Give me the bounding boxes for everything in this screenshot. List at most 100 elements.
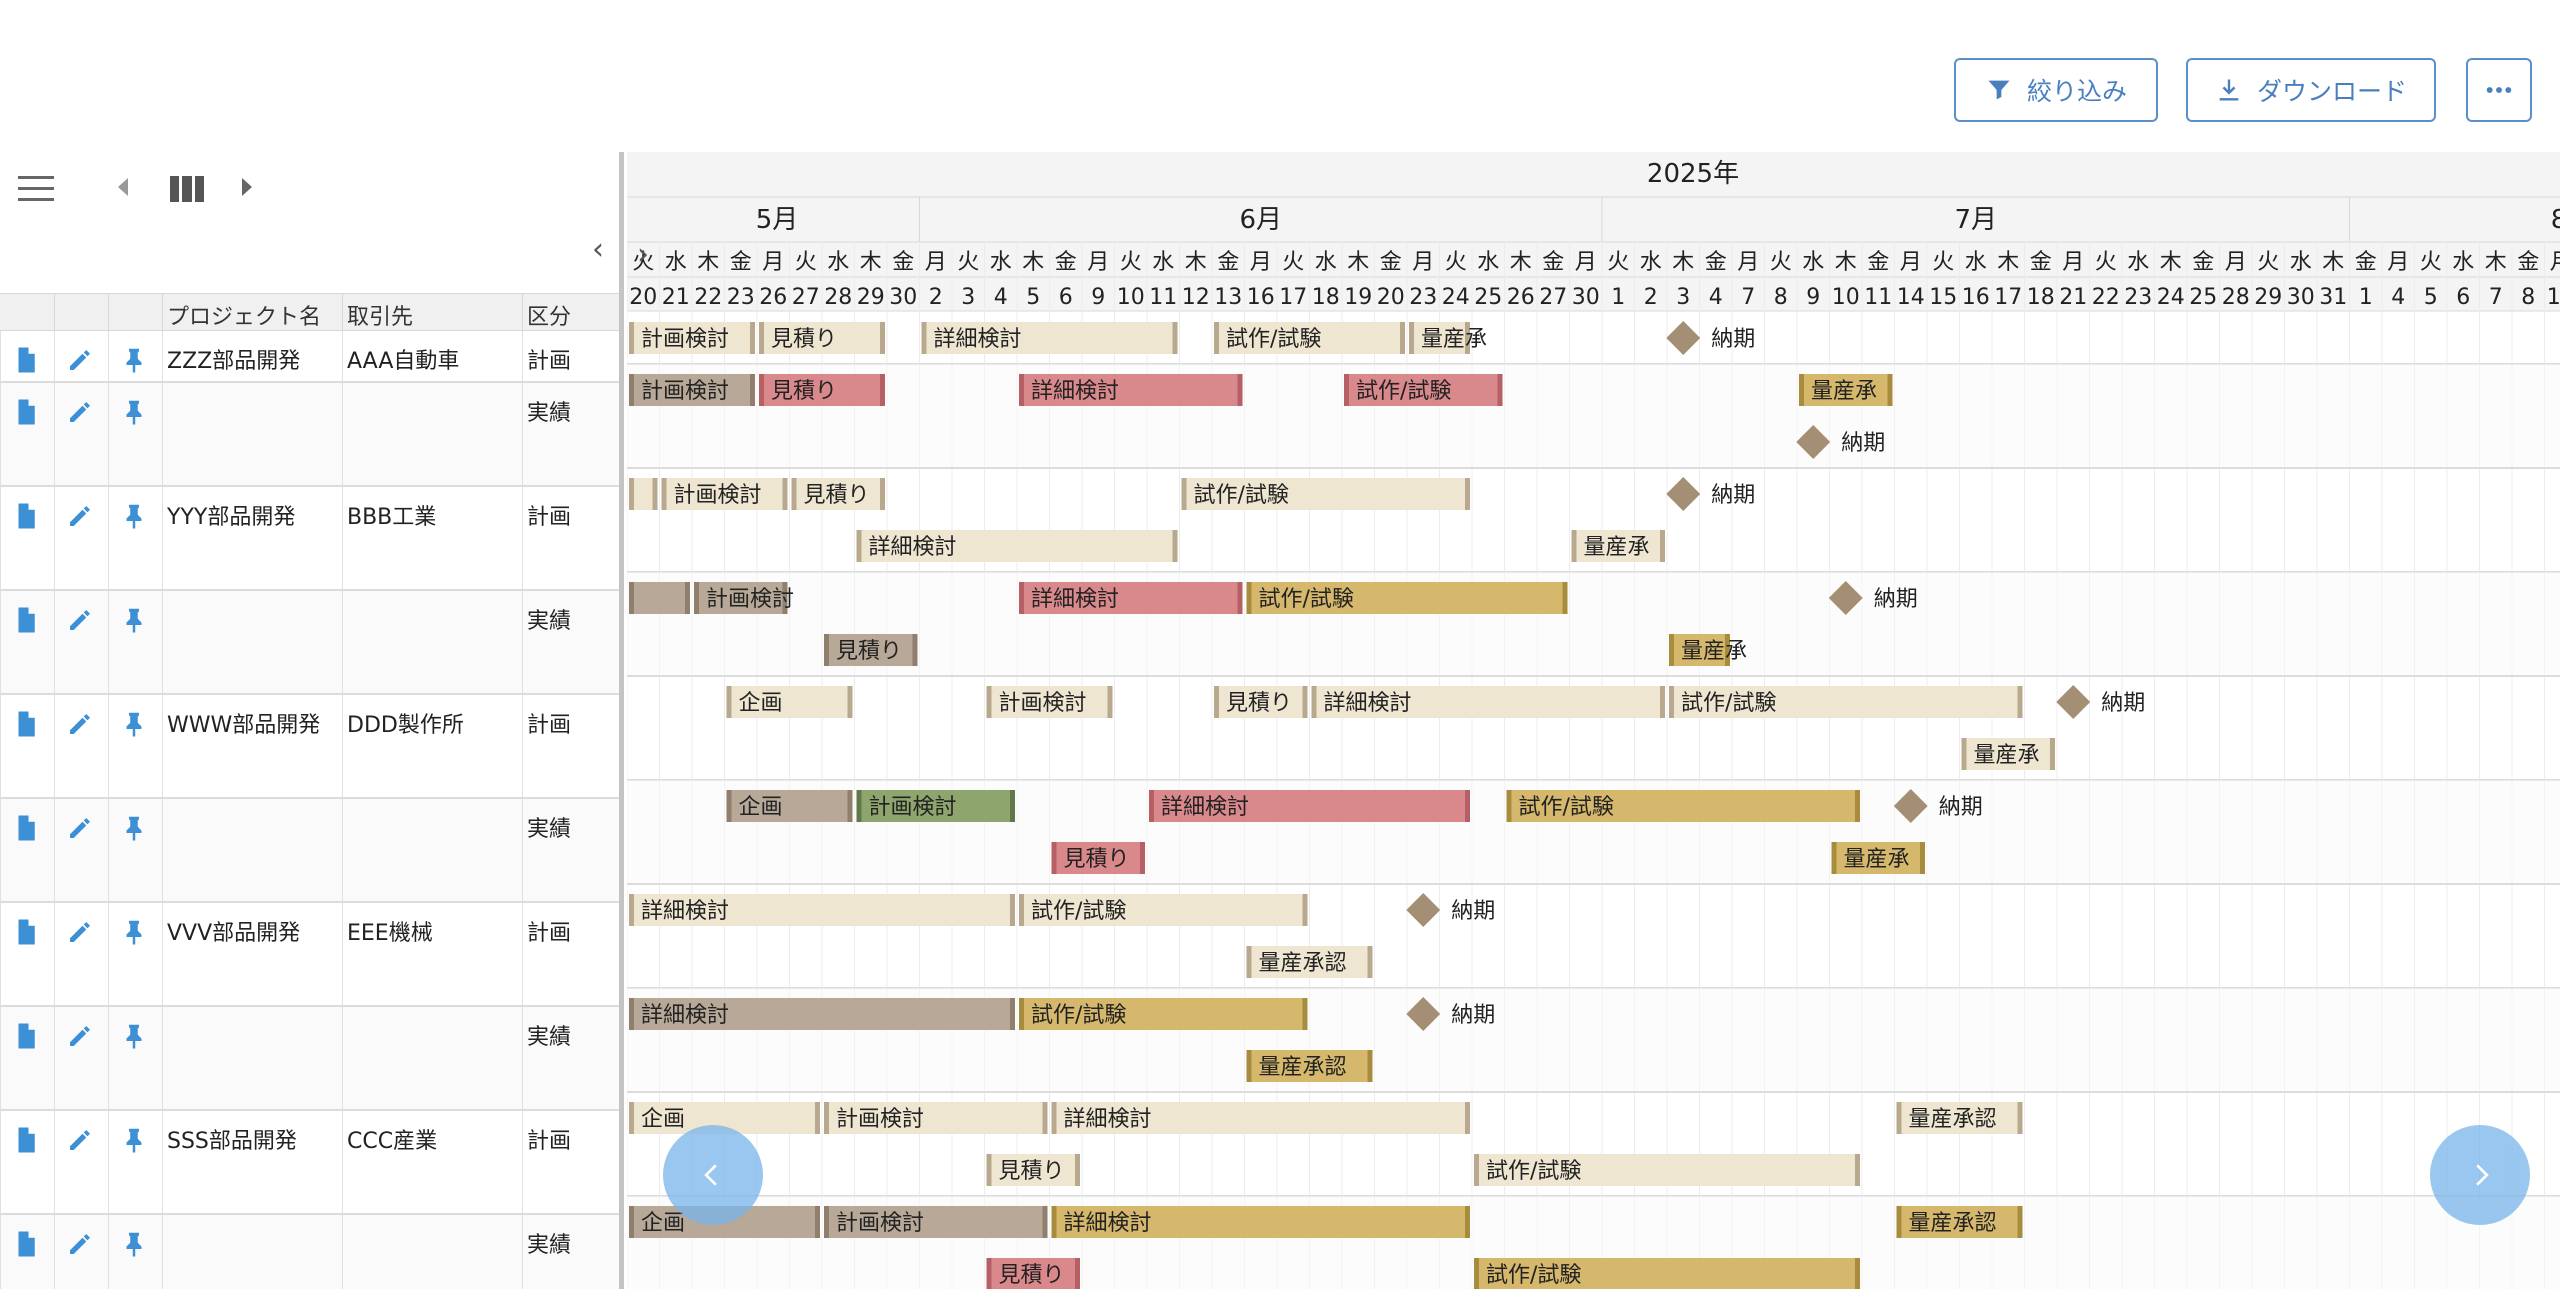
milestone[interactable]: 納期 [1893,789,1983,823]
filter-button[interactable]: 絞り込み [1954,58,2158,122]
gantt-bar[interactable]: 試作/試験 [1669,686,2023,718]
gantt-bar[interactable]: 見積り [759,322,885,354]
scroll-right-button[interactable] [2430,1125,2530,1225]
gantt-bar[interactable]: 量産承 [1799,374,1893,406]
gantt-bar[interactable]: 量産承認 [1246,946,1373,978]
columns-icon[interactable] [170,176,204,202]
gantt-bar[interactable]: 見積り [986,1154,1081,1186]
gantt-bar[interactable]: 量産承認 [1246,1050,1373,1082]
open-detail-button[interactable] [0,487,54,589]
milestone[interactable]: 納期 [2056,685,2145,719]
gantt-bar[interactable]: 計画検討 [629,374,755,406]
gantt-bar[interactable]: 試作/試験 [1506,790,1861,822]
download-button[interactable]: ダウンロード [2186,58,2436,122]
pin-button[interactable] [108,591,162,693]
gantt-bar[interactable]: 計画検討 [661,478,788,510]
gantt-bar[interactable]: 量産承 [1669,634,1747,666]
edit-button[interactable] [54,1007,108,1109]
gantt-bar[interactable]: 企画 [629,1102,820,1134]
milestone[interactable]: 納期 [1666,321,1755,355]
chevron-left-icon[interactable]: ‹ [592,232,604,267]
gantt-bar[interactable]: 企画 [726,686,853,718]
gantt-bar[interactable]: 量産承認 [1896,1102,2023,1134]
scroll-left-button[interactable] [663,1125,763,1225]
gantt-bar[interactable]: 詳細検討 [1051,1206,1471,1238]
pin-button[interactable] [108,695,162,797]
milestone[interactable]: 納期 [1406,893,1495,927]
pin-button[interactable] [108,1007,162,1109]
gantt-bar[interactable]: 試作/試験 [1474,1154,1860,1186]
hamburger-icon[interactable] [18,176,54,202]
gantt-bar[interactable]: 量産承認 [1896,1206,2023,1238]
open-detail-button[interactable] [0,903,54,1005]
more-button[interactable] [2466,58,2532,122]
open-detail-button[interactable] [0,383,54,485]
gantt-bar[interactable]: 見積り [824,634,918,666]
edit-button[interactable] [54,1215,108,1289]
open-detail-button[interactable] [0,1215,54,1289]
gantt-bar[interactable]: 試作/試験 [1181,478,1471,510]
gantt-bar[interactable]: 詳細検討 [629,998,1015,1030]
edit-button[interactable] [54,591,108,693]
gantt-bar[interactable]: 詳細検討 [921,322,1178,354]
gantt-bar[interactable]: 量産承 [1409,322,1487,354]
edit-button[interactable] [54,903,108,1005]
open-detail-button[interactable] [0,1007,54,1109]
gantt-bar[interactable]: 計画検討 [629,322,755,354]
pane-splitter[interactable] [619,152,624,1289]
gantt-bar[interactable]: 試作/試験 [1246,582,1568,614]
gantt-bar[interactable]: 見積り [759,374,885,406]
milestone[interactable]: 納期 [1666,477,1755,511]
gantt-bar[interactable]: 試作/試験 [1474,1258,1860,1289]
edit-button[interactable] [54,695,108,797]
gantt-bar[interactable]: 詳細検討 [1311,686,1666,718]
open-detail-button[interactable] [0,331,54,381]
milestone[interactable]: 納期 [1796,425,1885,459]
gantt-bar[interactable]: 詳細検討 [1051,1102,1471,1134]
milestone[interactable]: 納期 [1828,581,1918,615]
gantt-bar[interactable]: 量産承 [1831,842,1926,874]
caret-right-icon[interactable] [242,178,252,196]
milestone[interactable]: 納期 [1406,997,1495,1031]
caret-left-icon[interactable] [118,178,128,196]
gantt-bar[interactable]: 見積り [986,1258,1081,1289]
pin-button[interactable] [108,487,162,589]
gantt-bar[interactable]: 計画検討 [694,582,794,614]
gantt-bar[interactable]: 見積り [1214,686,1308,718]
gantt-bar[interactable]: 計画検討 [856,790,1016,822]
edit-button[interactable] [54,799,108,901]
gantt-bar[interactable]: 詳細検討 [1019,374,1243,406]
open-detail-button[interactable] [0,799,54,901]
chevron-right-icon[interactable]: › [637,237,649,272]
edit-button[interactable] [54,1111,108,1213]
gantt-bar[interactable] [629,582,690,614]
gantt-bar[interactable]: 試作/試験 [1019,998,1308,1030]
gantt-bar[interactable]: 試作/試験 [1019,894,1308,926]
gantt-bar[interactable]: 試作/試験 [1344,374,1503,406]
open-detail-button[interactable] [0,695,54,797]
gantt-bar[interactable]: 詳細検討 [629,894,1015,926]
open-detail-button[interactable] [0,591,54,693]
gantt-bar[interactable]: 量産承 [1961,738,2056,770]
pin-button[interactable] [108,903,162,1005]
pin-button[interactable] [108,331,162,381]
gantt-bar[interactable]: 企画 [726,790,853,822]
gantt-bar[interactable]: 詳細検討 [856,530,1178,562]
edit-button[interactable] [54,383,108,485]
edit-button[interactable] [54,331,108,381]
gantt-bar[interactable]: 詳細検討 [1149,790,1470,822]
pin-button[interactable] [108,383,162,485]
gantt-bar[interactable]: 量産承 [1571,530,1666,562]
gantt-bar[interactable]: 計画検討 [824,1102,1048,1134]
gantt-bar[interactable]: 計画検討 [986,686,1113,718]
gantt-bar[interactable] [629,478,658,510]
gantt-bar[interactable]: 見積り [1051,842,1146,874]
open-detail-button[interactable] [0,1111,54,1213]
edit-button[interactable] [54,487,108,589]
gantt-bar[interactable]: 計画検討 [824,1206,1048,1238]
gantt-bar[interactable]: 詳細検討 [1019,582,1243,614]
pin-button[interactable] [108,1215,162,1289]
gantt-bar[interactable]: 試作/試験 [1214,322,1405,354]
gantt-bar[interactable]: 見積り [791,478,886,510]
pin-button[interactable] [108,799,162,901]
